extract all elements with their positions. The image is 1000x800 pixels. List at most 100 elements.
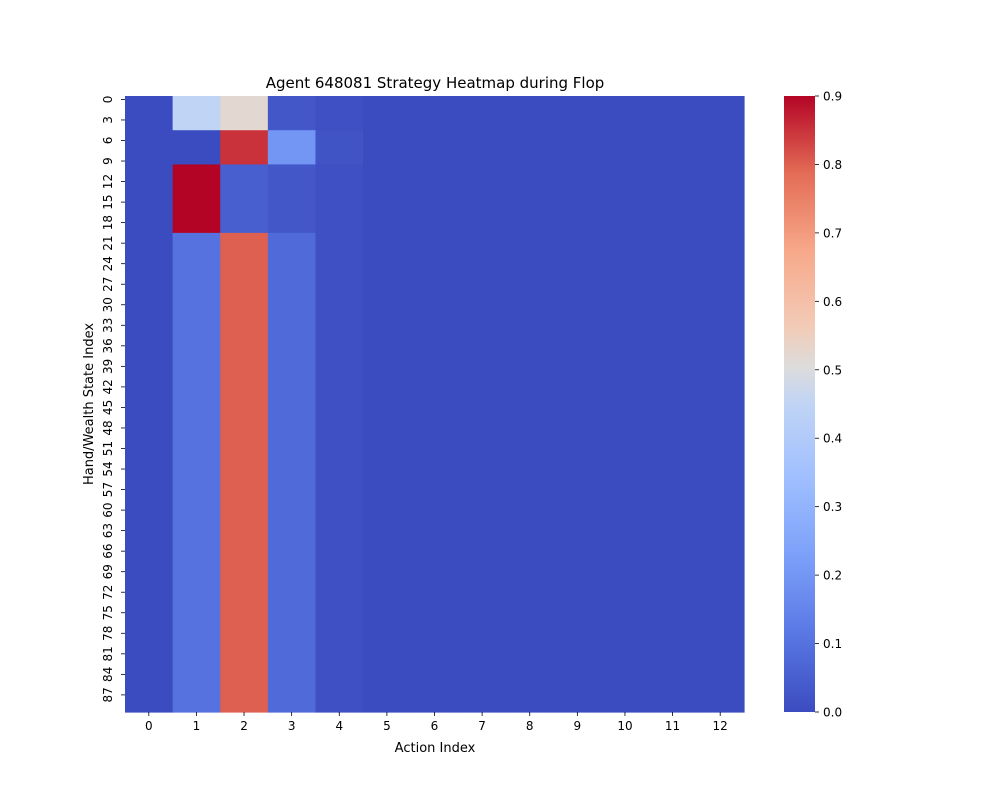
heatmap-cell — [363, 164, 412, 234]
y-tick-label: 6 — [101, 137, 115, 145]
colorbar — [784, 96, 815, 712]
colorbar-tick-label: 0.6 — [823, 295, 842, 309]
x-tick-label: 9 — [574, 719, 582, 733]
y-tick-label: 12 — [101, 174, 115, 189]
heatmap-cell — [220, 130, 269, 166]
colorbar-tick-label: 0.8 — [823, 158, 842, 172]
heatmap-cell — [363, 232, 412, 713]
y-axis-label: Hand/Wealth State Index — [82, 323, 97, 485]
x-tick-label: 5 — [383, 719, 391, 733]
heatmap-cell — [696, 130, 745, 166]
heatmap-cell — [601, 164, 650, 234]
heatmap-cell — [267, 232, 317, 713]
heatmap-cells — [125, 96, 745, 713]
y-tick-label: 81 — [101, 646, 115, 661]
heatmap-cell — [315, 232, 364, 713]
heatmap-cell — [553, 130, 602, 166]
y-tick-label: 78 — [101, 626, 115, 641]
x-axis-ticks: 0 1 2 3 4 5 6 7 8 9 10 11 12 — [145, 712, 728, 733]
heatmap-cell — [315, 164, 364, 234]
heatmap-cell — [505, 232, 555, 713]
chart-title: Agent 648081 Strategy Heatmap during Flo… — [266, 74, 605, 92]
x-tick-label: 11 — [665, 719, 680, 733]
heatmap-cell — [553, 164, 602, 234]
y-tick-label: 27 — [101, 277, 115, 292]
y-tick-label: 60 — [101, 502, 115, 517]
colorbar-tick-label: 0.0 — [823, 706, 842, 720]
y-tick-label: 84 — [101, 667, 115, 682]
x-tick-label: 6 — [431, 719, 439, 733]
heatmap-cell — [458, 232, 507, 713]
heatmap-cell — [648, 164, 697, 234]
heatmap-cell — [696, 232, 745, 713]
y-tick-label: 66 — [101, 544, 115, 559]
heatmap-cell — [315, 96, 364, 131]
y-tick-label: 87 — [101, 687, 115, 702]
y-tick-label: 42 — [101, 379, 115, 394]
heatmap-cell — [267, 96, 317, 131]
x-tick-label: 1 — [193, 719, 201, 733]
y-tick-label: 63 — [101, 523, 115, 538]
heatmap-cell — [267, 130, 317, 166]
y-tick-label: 18 — [101, 215, 115, 230]
heatmap-cell — [410, 164, 459, 234]
heatmap-cell — [601, 96, 650, 131]
heatmap-cell — [363, 130, 412, 166]
heatmap-cell — [172, 232, 221, 713]
heatmap-cell — [601, 130, 650, 166]
colorbar-tick-label: 0.4 — [823, 432, 842, 446]
colorbar-tick-label: 0.9 — [823, 90, 842, 104]
heatmap-cell — [601, 232, 650, 713]
heatmap-cell — [505, 130, 555, 166]
heatmap-cell — [410, 232, 459, 713]
heatmap-cell — [410, 96, 459, 131]
y-tick-label: 9 — [101, 157, 115, 165]
y-tick-label: 30 — [101, 297, 115, 312]
heatmap-cell — [648, 130, 697, 166]
x-tick-label: 2 — [240, 719, 248, 733]
colorbar-tick-label: 0.2 — [823, 569, 842, 583]
heatmap-cell — [125, 96, 174, 131]
x-tick-label: 3 — [288, 719, 296, 733]
heatmap-cell — [172, 96, 221, 131]
x-axis-label: Action Index — [395, 741, 476, 756]
heatmap-cell — [125, 130, 174, 166]
y-tick-label: 24 — [101, 256, 115, 271]
heatmap-cell — [505, 164, 555, 234]
y-tick-label: 15 — [101, 194, 115, 209]
heatmap-cell — [648, 96, 697, 131]
heatmap-cell — [458, 96, 507, 131]
heatmap-cell — [315, 130, 364, 166]
heatmap-cell — [553, 96, 602, 131]
heatmap-cell — [553, 232, 602, 713]
heatmap-cell — [267, 164, 317, 234]
y-tick-label: 54 — [101, 461, 115, 476]
heatmap-cell — [648, 232, 697, 713]
heatmap-cell — [220, 164, 269, 234]
y-tick-label: 75 — [101, 605, 115, 620]
x-tick-label: 0 — [145, 719, 153, 733]
y-tick-label: 48 — [101, 420, 115, 435]
heatmap-cell — [505, 96, 555, 131]
x-tick-label: 8 — [526, 719, 534, 733]
y-tick-label: 51 — [101, 441, 115, 456]
y-tick-label: 3 — [101, 116, 115, 124]
heatmap-cell — [458, 164, 507, 234]
y-tick-label: 72 — [101, 585, 115, 600]
heatmap-cell — [696, 164, 745, 234]
heatmap-cell — [172, 130, 221, 166]
y-tick-label: 57 — [101, 482, 115, 497]
y-axis-ticks: 0369121518212427303336394245485154576063… — [101, 96, 125, 703]
y-tick-label: 36 — [101, 338, 115, 353]
x-tick-label: 10 — [617, 719, 632, 733]
y-tick-label: 0 — [101, 96, 115, 104]
y-tick-label: 39 — [101, 359, 115, 374]
heatmap-cell — [696, 96, 745, 131]
heatmap-cell — [363, 96, 412, 131]
heatmap-cell — [220, 96, 269, 131]
heatmap-cell — [125, 232, 174, 713]
colorbar-tick-label: 0.5 — [823, 363, 842, 377]
x-tick-label: 7 — [478, 719, 486, 733]
heatmap-cell — [172, 164, 221, 234]
